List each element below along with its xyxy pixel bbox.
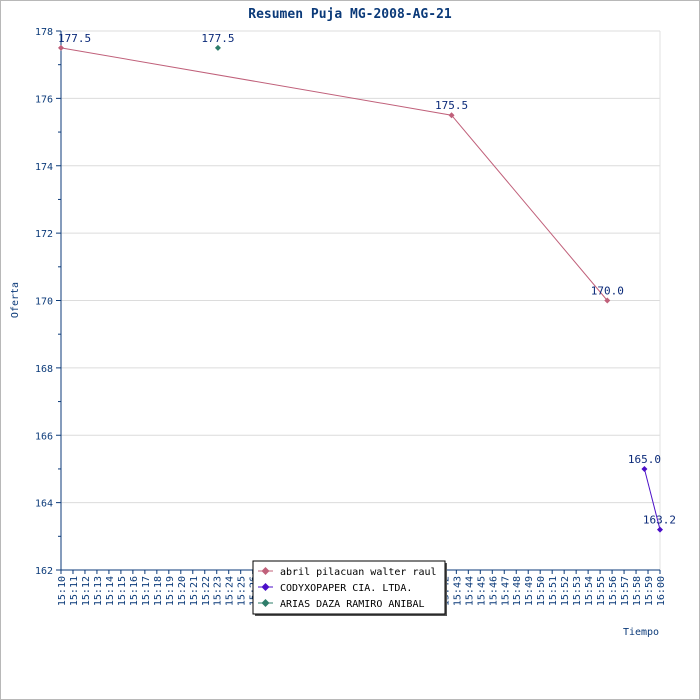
- data-label: 163.2: [643, 514, 676, 527]
- x-tick-label: 15:49: [524, 576, 535, 606]
- x-tick-label: 15:18: [153, 576, 164, 606]
- data-series: 177.5 175.5 170.0 165.0 163.2 177.5: [58, 32, 676, 533]
- x-tick-label: 15:55: [596, 576, 607, 606]
- legend-marker: [261, 567, 270, 575]
- x-tick-label: 15:19: [165, 576, 176, 606]
- y-tick-label: 170: [35, 297, 53, 308]
- data-label: 170.0: [591, 285, 624, 298]
- y-tick-label: 176: [35, 94, 53, 105]
- chart-title: Resumen Puja MG-2008-AG-21: [248, 7, 452, 22]
- x-tick-label: 15:52: [560, 576, 571, 606]
- x-tick-label: 15:20: [177, 576, 188, 606]
- x-tick-label: 15:17: [141, 576, 152, 606]
- y-axis-ticks: 162 164 166 168 170 172 174 176 178: [35, 27, 61, 577]
- y-tick-label: 168: [35, 364, 53, 375]
- legend-entry: abril pilacuan walter raul: [280, 567, 437, 578]
- series-2: 165.0 163.2: [628, 453, 676, 533]
- x-tick-label: 15:15: [117, 576, 128, 606]
- x-tick-label: 15:57: [620, 576, 631, 606]
- series-3: 177.5: [201, 32, 235, 51]
- data-point: [641, 465, 648, 472]
- grid-lines: [61, 30, 661, 570]
- data-point: [448, 112, 455, 119]
- x-tick-label: 15:25: [237, 576, 248, 606]
- y-tick-label: 164: [35, 499, 53, 510]
- data-label: 165.0: [628, 453, 661, 466]
- legend-entry: CODYXOPAPER CIA. LTDA.: [280, 583, 412, 594]
- y-tick-label: 162: [35, 566, 53, 577]
- series-1: 177.5 175.5 170.0: [58, 32, 624, 304]
- x-axis-label: Tiempo: [623, 627, 659, 638]
- data-label: 177.5: [201, 32, 234, 45]
- x-tick-label: 15:14: [105, 576, 116, 606]
- x-tick-label: 15:10: [57, 576, 68, 606]
- data-label: 175.5: [435, 99, 468, 112]
- data-point: [214, 44, 221, 51]
- x-tick-label: 15:44: [464, 576, 475, 606]
- x-tick-label: 16:00: [656, 576, 667, 606]
- x-tick-label: 15:21: [189, 576, 200, 606]
- x-tick-label: 15:24: [225, 576, 236, 606]
- series-line: [643, 468, 661, 530]
- x-tick-label: 15:54: [584, 576, 595, 606]
- series-line: [60, 47, 608, 301]
- data-point: [604, 297, 611, 304]
- x-tick-label: 15:53: [572, 576, 583, 606]
- legend: abril pilacuan walter raul CODYXOPAPER CI…: [252, 560, 447, 616]
- x-tick-label: 15:48: [512, 576, 523, 606]
- legend-box: [252, 560, 446, 615]
- x-tick-label: 15:47: [500, 576, 511, 606]
- x-tick-label: 15:23: [213, 576, 224, 606]
- x-tick-label: 15:16: [129, 576, 140, 606]
- data-point: [58, 44, 64, 51]
- x-tick-label: 15:43: [452, 576, 463, 606]
- x-tick-label: 15:46: [488, 576, 499, 606]
- x-tick-label: 15:13: [93, 576, 104, 606]
- y-axis-label: Oferta: [10, 282, 21, 318]
- y-tick-label: 174: [35, 162, 53, 173]
- x-tick-label: 15:22: [201, 576, 212, 606]
- x-tick-label: 15:11: [69, 576, 80, 606]
- x-tick-label: 15:50: [536, 576, 547, 606]
- y-tick-label: 166: [35, 431, 53, 442]
- y-tick-label: 178: [35, 27, 53, 38]
- legend-marker: [261, 599, 270, 607]
- x-tick-label: 15:56: [608, 576, 619, 606]
- data-point: [657, 526, 663, 533]
- legend-marker: [261, 583, 270, 591]
- x-tick-label: 15:59: [644, 576, 655, 606]
- x-tick-label: 15:51: [548, 576, 559, 606]
- x-tick-label: 15:58: [632, 576, 643, 606]
- x-tick-label: 15:45: [476, 576, 487, 606]
- y-tick-label: 172: [35, 229, 53, 240]
- x-tick-label: 15:12: [81, 576, 92, 606]
- data-label: 177.5: [58, 32, 91, 45]
- legend-entry: ARIAS DAZA RAMIRO ANIBAL: [280, 599, 425, 610]
